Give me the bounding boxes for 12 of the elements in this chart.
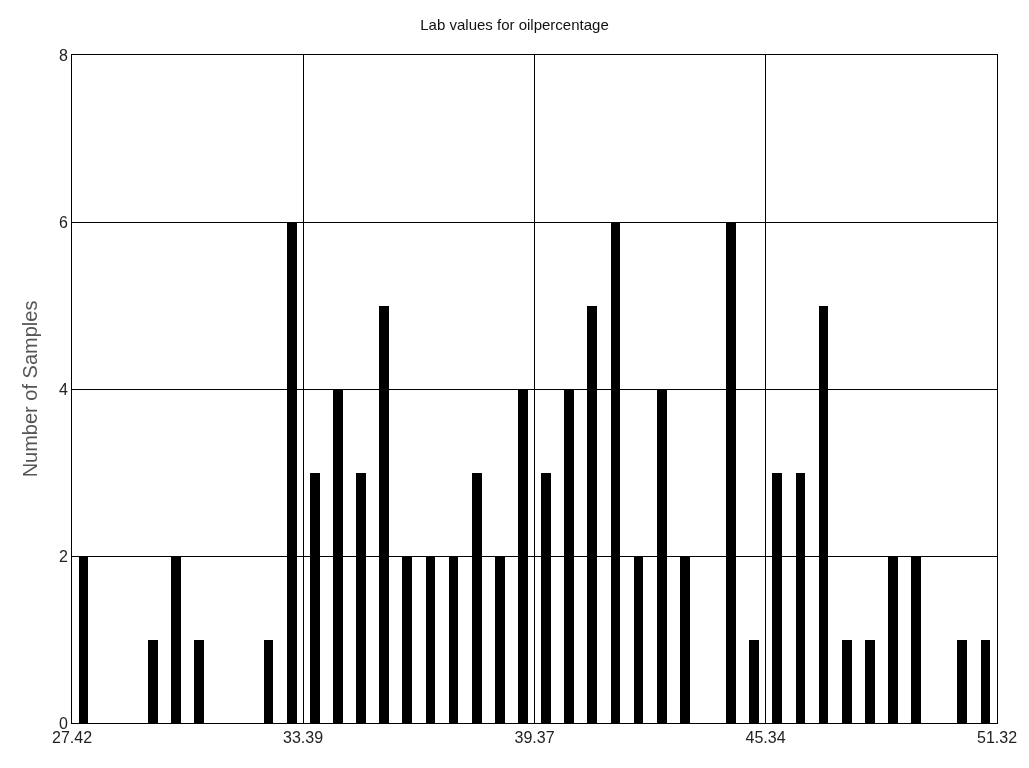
chart-title: Lab values for oilpercentage [420,15,609,33]
y-tick-label: 4 [58,380,68,398]
y-axis-title: Number of Samples [19,300,42,478]
y-tick-label: 8 [58,46,68,64]
y-tick-label: 2 [58,547,68,565]
x-tick-label: 51.32 [976,729,1018,747]
y-tick-label: 0 [58,714,68,732]
x-tick-label: 39.37 [514,729,555,747]
x-tick-label: 45.34 [745,729,786,747]
y-tick-label: 6 [58,213,68,231]
x-tick-label: 27.42 [51,729,93,747]
x-tick-label: 33.39 [283,729,324,747]
